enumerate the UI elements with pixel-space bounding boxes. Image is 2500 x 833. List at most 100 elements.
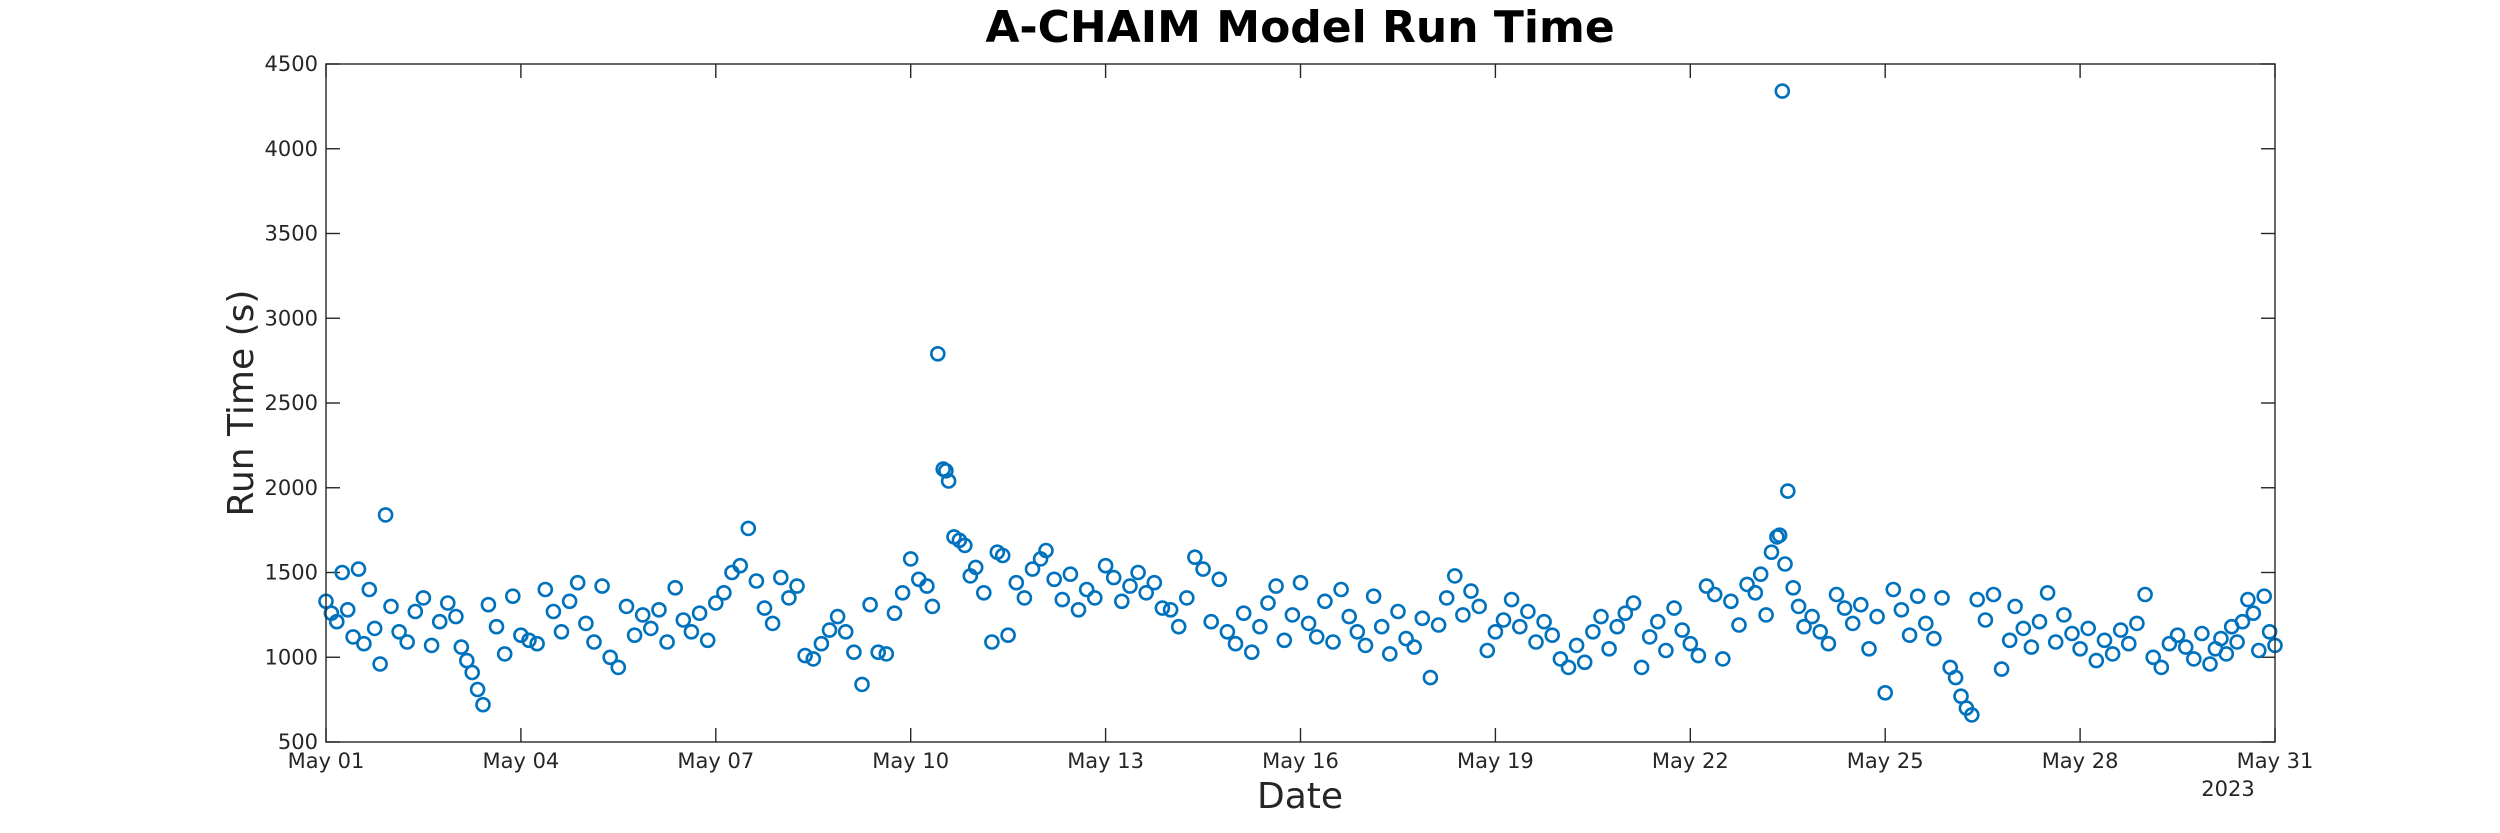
y-tick-label: 2000 (265, 476, 318, 500)
data-point (1070, 601, 1087, 618)
data-point (2218, 646, 2235, 662)
data-point (1038, 542, 1054, 559)
data-point (377, 507, 394, 523)
data-point (1790, 598, 1807, 615)
data-point (1585, 623, 1601, 640)
data-point (994, 547, 1011, 564)
data-point (1503, 591, 1520, 608)
y-axis: 500 1000 1500 2000 2500 3000 3500 4000 4500 (265, 52, 2275, 754)
data-point (2129, 615, 2145, 632)
data-point (339, 601, 356, 618)
data-point (1969, 591, 1985, 608)
data-point (1641, 629, 1658, 645)
data-point (2112, 622, 2129, 638)
data-point (2015, 620, 2032, 637)
data-point (1438, 590, 1455, 606)
data-point (1617, 605, 1634, 622)
data-point (1087, 590, 1103, 606)
data-point (740, 520, 757, 537)
data-point (691, 605, 708, 622)
data-point (1544, 627, 1560, 644)
data-point (488, 618, 505, 635)
chart-title: A-CHAIM Model Run Time (985, 2, 1614, 53)
data-point (1357, 637, 1374, 654)
data-point (878, 646, 895, 662)
data-point (919, 578, 935, 594)
data-point (1926, 630, 1942, 647)
data-point (1947, 669, 1964, 686)
data-point (683, 623, 700, 640)
data-point (1844, 615, 1861, 632)
data-point (2001, 632, 2018, 649)
data-point (924, 598, 941, 615)
data-point (537, 581, 554, 598)
data-point (2007, 598, 2023, 615)
data-point (383, 598, 399, 615)
data-point (1097, 557, 1114, 574)
data-point (1731, 617, 1747, 633)
data-point (2088, 652, 2105, 669)
x-tick-label: May 16 (1262, 749, 1339, 773)
data-point (2080, 620, 2096, 637)
data-point (1046, 571, 1062, 588)
data-point (1512, 618, 1528, 635)
data-point (448, 608, 464, 625)
data-point (1885, 581, 1902, 598)
data-point (846, 644, 862, 661)
data-point (1062, 566, 1079, 583)
data-point (399, 634, 416, 650)
data-point (1252, 618, 1268, 635)
data-point (1317, 593, 1333, 610)
data-point (334, 564, 351, 581)
data-point (938, 462, 954, 479)
data-point (707, 595, 724, 611)
data-point (1187, 549, 1203, 566)
data-point (1479, 642, 1496, 659)
x-tick-label: May 22 (1652, 749, 1729, 773)
data-point (862, 596, 878, 613)
x-tick-label: May 01 (288, 749, 365, 773)
data-point (764, 615, 781, 632)
data-point (1463, 583, 1479, 599)
x-axis-label: Date (1257, 776, 1343, 817)
data-point (1008, 574, 1025, 591)
data-point (345, 629, 361, 645)
data-point (1625, 595, 1642, 611)
data-point (1609, 618, 1625, 635)
data-point (1552, 651, 1569, 667)
y-tick-label: 3000 (265, 306, 318, 330)
data-point (732, 557, 749, 574)
y-tick-label: 3500 (265, 222, 318, 246)
data-point (967, 559, 984, 576)
data-point (1268, 578, 1284, 594)
data-point (423, 637, 440, 654)
x-tick-label: May 31 (2237, 749, 2314, 773)
data-point (1447, 568, 1463, 584)
data-point (1568, 637, 1585, 654)
data-point (586, 634, 602, 650)
data-point (361, 581, 378, 598)
data-point (2104, 646, 2121, 662)
data-point (2039, 584, 2056, 601)
data-point (1853, 596, 1869, 613)
data-point (569, 574, 586, 591)
data-point (1235, 605, 1252, 622)
data-point (1195, 561, 1211, 577)
data-point (1390, 603, 1406, 620)
data-point (1016, 590, 1033, 606)
data-point (1292, 574, 1309, 591)
data-point (772, 569, 789, 586)
data-point (1918, 615, 1934, 632)
data-point (659, 634, 675, 650)
data-point (956, 537, 973, 554)
data-point (1308, 629, 1325, 645)
data-point (1024, 561, 1041, 577)
data-point (1414, 610, 1431, 627)
data-point (1227, 635, 1244, 652)
data-point (1666, 600, 1682, 616)
data-point (1341, 608, 1357, 625)
data-point (2186, 651, 2202, 667)
data-point (1747, 584, 1764, 601)
data-point (1333, 581, 1349, 598)
data-point (2169, 627, 2186, 644)
